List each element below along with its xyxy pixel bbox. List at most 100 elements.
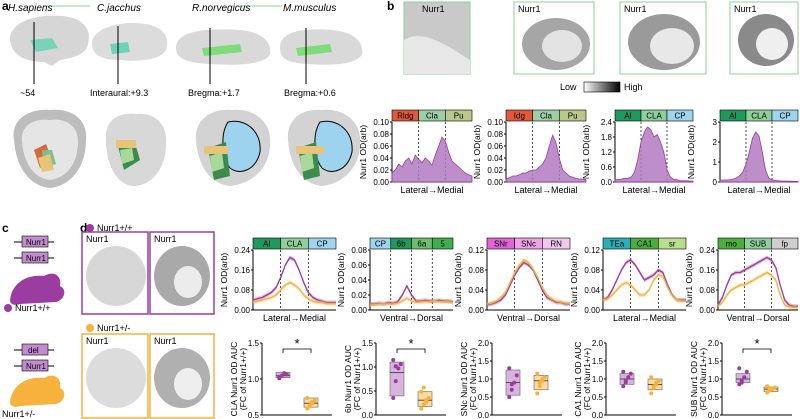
data-point — [507, 395, 512, 399]
gene-box-label-3: Nurr1 — [26, 362, 47, 371]
rat-brain-sagittal — [176, 28, 271, 84]
micrograph-b2: Nurr1 — [513, 1, 595, 75]
y-tick-label: 0.00 — [487, 178, 503, 187]
mouse-icon-het — [10, 375, 65, 407]
species-rnorvegicus: R.norvegicus — [192, 3, 250, 14]
y-axis-label: SNc Nurr1 OD AUC — [459, 342, 469, 417]
colorbar-high-label: High — [624, 82, 643, 92]
genotype-schematic: Nurr1 Nurr1 Nurr1+/+ del Nurr1 Nurr1+/- — [2, 235, 65, 419]
x-axis-label: Lateral→Medial — [514, 185, 577, 195]
y-tick-label: 0.5 — [592, 393, 604, 402]
box-wt — [389, 361, 405, 397]
y-tick-label: 1.5 — [708, 357, 720, 366]
y-tick-label: 0.08 — [351, 246, 367, 255]
series-error-band — [603, 273, 686, 303]
significance-star: * — [294, 336, 299, 351]
y-tick-label: 2.4 — [601, 118, 613, 127]
data-point — [514, 373, 519, 378]
micrograph-b3: Nurr1 — [619, 1, 707, 75]
y-tick-label: 1.5 — [592, 357, 604, 366]
y-tick-label: 0.16 — [699, 266, 715, 275]
human-brain-coronal — [13, 109, 87, 188]
data-point — [419, 406, 424, 411]
y-axis-label: Nurr1 OD(arb) — [684, 253, 694, 307]
panel-letter-c: c — [2, 221, 9, 235]
data-point — [509, 387, 514, 392]
y-tick-label: 0.08 — [234, 286, 250, 295]
genotype-wt-label: Nurr1+/+ — [15, 303, 51, 313]
significance-bracket — [396, 348, 426, 353]
data-point — [507, 366, 512, 371]
wt-marker-icon — [4, 304, 12, 312]
data-point — [419, 389, 424, 394]
data-point — [398, 362, 403, 367]
coord-hsapiens: ~54 — [20, 88, 35, 98]
coord-rnorvegicus: Bregma:+1.7 — [188, 88, 240, 98]
data-point — [651, 384, 656, 389]
coord-mmusculus: Bregma:+0.6 — [284, 88, 336, 98]
x-axis-label: Lateral→Medial — [263, 313, 326, 323]
mouse-brain-sagittal — [280, 28, 363, 84]
micrograph-d-het: Nurr1 Nurr1 — [81, 333, 215, 419]
gene-box-label-2: Nurr1 — [26, 254, 47, 263]
series-line-wt — [252, 256, 336, 304]
y-tick-label: 0.12 — [584, 246, 600, 255]
region-box — [542, 237, 571, 250]
micrograph-d3-label: Nurr1 — [86, 336, 109, 346]
micrograph-d4-label: Nurr1 — [154, 336, 177, 346]
x-axis-label: Ventral→Dorsal — [497, 313, 560, 323]
region-label: 6b — [397, 240, 406, 249]
panel-letter-d: d — [80, 221, 87, 235]
data-point — [535, 371, 540, 376]
gene-box-label-1: Nurr1 — [26, 238, 47, 247]
y-tick-label: 1.0 — [708, 375, 720, 384]
data-point — [421, 385, 426, 390]
marmoset-brain-coronal — [105, 113, 167, 186]
colorbar — [583, 81, 621, 93]
y-tick-label: 0.02 — [351, 291, 367, 300]
y-tick-label: 0.5 — [708, 393, 720, 402]
region-label: Idg — [514, 112, 525, 121]
data-point — [540, 377, 545, 381]
y-tick-label: 2.0 — [592, 339, 604, 348]
chart-d5: 0.00 0.08 0.16 0.24 Nurr1 OD(arb) Ventral→Dor… — [684, 237, 799, 323]
y-tick-label: 1.0 — [362, 363, 374, 372]
y-tick-label: 1.8 — [601, 133, 613, 142]
y-tick-label: 0.12 — [468, 246, 484, 255]
region-label: Rldg — [397, 112, 413, 121]
y-tick-label: 0.04 — [351, 276, 367, 285]
panel-letter-b: b — [387, 0, 394, 13]
y-tick-label: 0.06 — [373, 142, 389, 151]
significance-star: * — [754, 336, 759, 351]
chart-e2: 0.0 0.5 1.0 1.5 6b Nurr1 OD AUC (FC of Nurr1+… — [343, 336, 446, 419]
chart-d4: 0.00 0.04 0.08 0.12 Nurr1 OD(arb) Lateral→Med… — [569, 237, 687, 323]
region-label: mo — [726, 240, 738, 249]
series-error-band — [718, 270, 798, 310]
region-label: CP — [317, 240, 328, 249]
x-axis-label: Ventral→Dorsal — [726, 313, 789, 323]
y-tick-label: 0.04 — [468, 286, 484, 295]
chart-e5: 0.0 0.5 1.0 1.5 2.0 SUB Nurr1 OD AUC (FC of Nu… — [689, 336, 792, 419]
genotype-het-label: Nurr1+/- — [2, 409, 35, 419]
region-label: CLA — [646, 112, 662, 121]
chart-e4: 0.0 0.5 1.0 1.5 2.0 CA1 Nurr1 OD AUC (FC of Nu… — [573, 339, 676, 419]
chart-b4: 0 1 2 3 Nurr1 OD(arb) Lateral→Medial AI CLA CP — [686, 109, 799, 195]
data-point — [739, 380, 744, 385]
significance-bracket — [742, 348, 772, 353]
data-point — [424, 400, 429, 405]
rat-brain-coronal — [195, 109, 271, 186]
y-tick-label: 0.08 — [373, 130, 389, 139]
series-line-wt — [717, 256, 798, 307]
y-tick-label: 1.2 — [601, 148, 613, 157]
data-point — [284, 372, 289, 377]
micrograph-d-wt: Nurr1 Nurr1 — [81, 231, 215, 315]
x-axis-label: Lateral→Medial — [613, 313, 676, 323]
y-axis-label-secondary: (FC of Nurr1+/+) — [238, 348, 248, 411]
region-label: TEa — [609, 240, 624, 249]
y-tick-label: 0.04 — [373, 154, 389, 163]
series-line-het — [486, 259, 571, 305]
region-label: CA1 — [637, 240, 653, 249]
y-tick-label: 0.08 — [584, 266, 600, 275]
series-area — [505, 134, 587, 183]
